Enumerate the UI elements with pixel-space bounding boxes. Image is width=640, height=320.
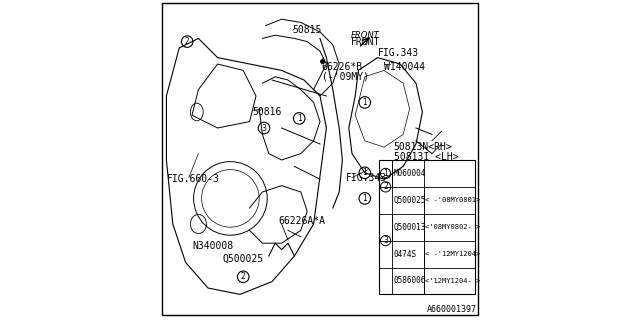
Text: FIG.660-3: FIG.660-3	[166, 174, 220, 184]
Text: Q500013: Q500013	[394, 223, 426, 232]
Text: (-'09MY): (-'09MY)	[322, 72, 369, 82]
Text: 2: 2	[383, 182, 388, 191]
Text: 50813I <LH>: 50813I <LH>	[394, 152, 458, 162]
Text: 66226*B: 66226*B	[322, 62, 363, 72]
Text: FRONT: FRONT	[351, 36, 380, 47]
Text: Q500025: Q500025	[223, 254, 264, 264]
Text: < -'12MY1204>: < -'12MY1204>	[425, 251, 480, 257]
Text: A660001397: A660001397	[427, 305, 477, 314]
Text: 66226A*A: 66226A*A	[278, 216, 325, 226]
Text: 1: 1	[362, 98, 367, 107]
Text: 0586006: 0586006	[394, 276, 426, 285]
Bar	[380, 160, 476, 294]
Text: Q500025: Q500025	[394, 196, 426, 205]
Text: <'12MY1204- >: <'12MY1204- >	[425, 278, 480, 284]
Text: N340008: N340008	[192, 241, 233, 252]
Text: 50813N<RH>: 50813N<RH>	[394, 142, 452, 152]
Text: < -'08MY0801>: < -'08MY0801>	[425, 197, 480, 203]
Text: M060004: M060004	[394, 169, 426, 178]
Text: FIG.343: FIG.343	[378, 48, 419, 58]
Text: W140044: W140044	[384, 62, 425, 72]
Text: 2: 2	[241, 272, 246, 281]
Text: 3: 3	[383, 236, 388, 245]
Text: 1: 1	[362, 194, 367, 203]
Text: 0474S: 0474S	[394, 250, 417, 259]
Text: 1: 1	[362, 168, 367, 177]
Text: 50816: 50816	[253, 107, 282, 117]
Text: 3: 3	[262, 124, 266, 132]
Text: FIG.343: FIG.343	[346, 172, 387, 183]
Text: 1: 1	[383, 169, 388, 178]
Text: 1: 1	[297, 114, 301, 123]
Text: <'08MY0802- >: <'08MY0802- >	[425, 224, 480, 230]
Text: FRONT: FRONT	[351, 31, 379, 40]
Text: 50815: 50815	[292, 25, 322, 36]
Text: 2: 2	[185, 37, 189, 46]
